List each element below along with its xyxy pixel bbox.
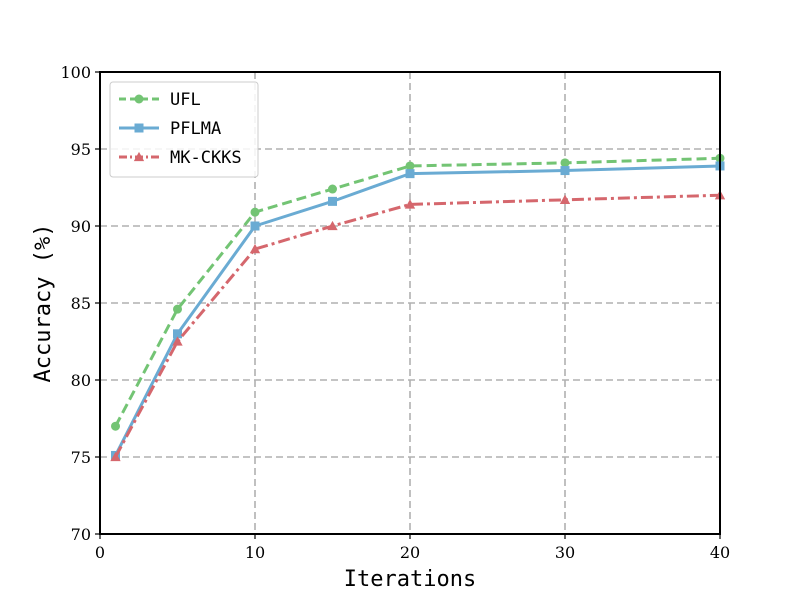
data-point (328, 184, 337, 194)
y-tick-label: 90 (71, 217, 91, 236)
x-axis-title: Iterations (344, 567, 476, 592)
series-line (114, 164, 721, 457)
data-point (111, 421, 120, 431)
series-line (114, 193, 721, 458)
y-tick-label: 70 (71, 525, 91, 544)
legend-entry: UFL (119, 90, 201, 110)
legend: UFL PFLMA MK-CKKS (109, 81, 259, 178)
series-lines (110, 153, 726, 462)
x-tick-label: 0 (95, 543, 105, 562)
data-point (249, 243, 261, 254)
grid-lines (100, 72, 720, 534)
data-point (404, 199, 416, 209)
data-point (559, 194, 571, 204)
legend-label: UFL (170, 90, 201, 110)
legend-entry: MK-CKKS (119, 148, 242, 168)
series-ufl (111, 153, 725, 431)
x-tick-label: 30 (555, 543, 575, 562)
data-point (405, 169, 415, 179)
legend-marker (133, 151, 145, 162)
y-axis-title: Accuracy (%) (31, 224, 56, 383)
y-tick-label: 95 (71, 140, 91, 159)
data-point (173, 329, 182, 339)
data-point (327, 220, 338, 231)
x-tick-label: 10 (245, 543, 265, 562)
data-point (560, 158, 570, 168)
y-tick-label: 85 (71, 294, 91, 313)
data-point (560, 166, 570, 176)
legend-marker (134, 94, 144, 104)
data-point (250, 221, 260, 231)
legend-marker (134, 123, 144, 133)
data-point (328, 196, 337, 206)
data-point (250, 207, 260, 217)
data-point (110, 451, 121, 462)
x-tick-label: 40 (710, 543, 730, 562)
legend-box (109, 81, 259, 178)
y-tick-label: 75 (71, 448, 91, 467)
data-point (172, 336, 183, 346)
series-mk-ckks (110, 190, 726, 462)
legend-label: MK-CKKS (170, 148, 242, 168)
axis-ticks: 0 10 20 30 40 70 75 80 85 90 95 100 (60, 63, 730, 562)
data-point (173, 304, 182, 314)
y-tick-label: 100 (60, 63, 91, 82)
y-tick-label: 80 (71, 371, 91, 390)
legend-entry: PFLMA (119, 119, 221, 139)
data-point (405, 161, 415, 171)
legend-label: PFLMA (170, 119, 221, 139)
x-tick-label: 20 (400, 543, 420, 562)
